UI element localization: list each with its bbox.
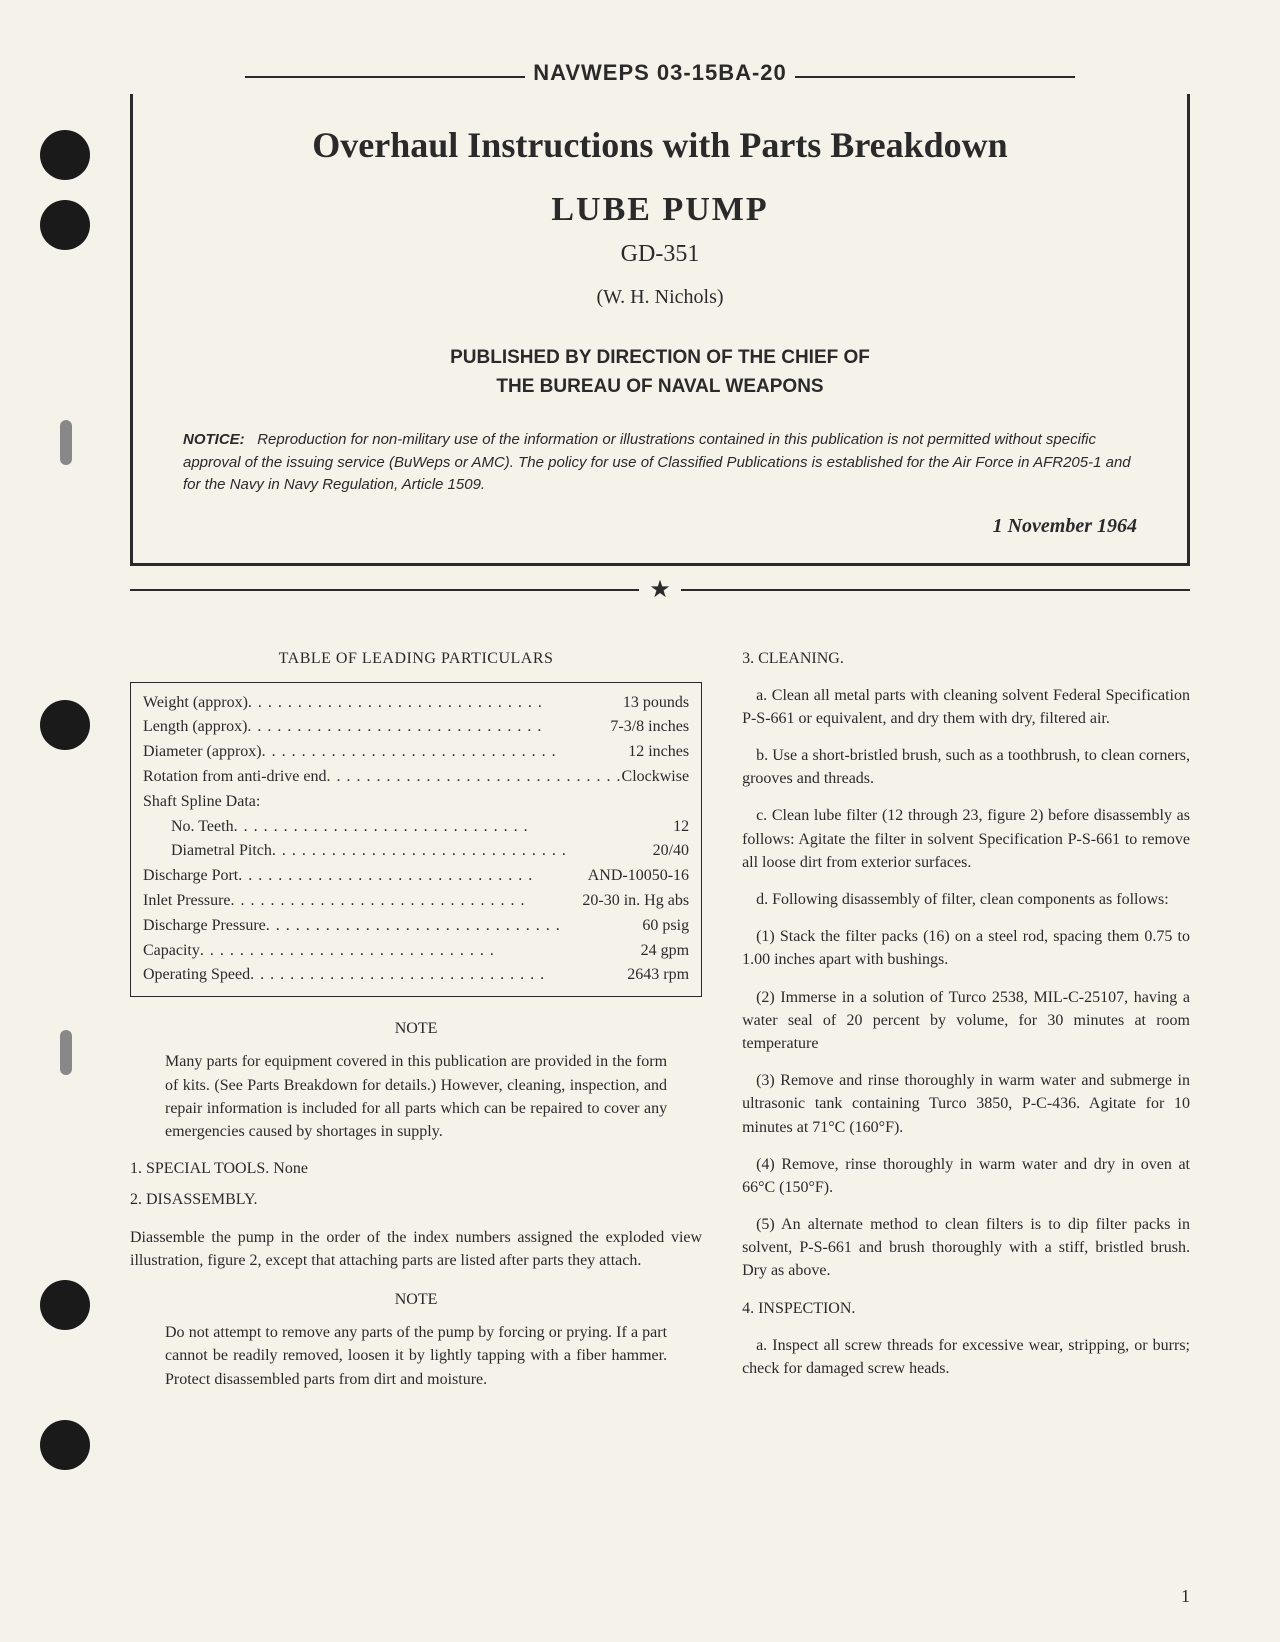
sub-title: LUBE PUMP	[183, 191, 1137, 229]
particular-value: 13 pounds	[623, 691, 689, 716]
particular-row: Shaft Spline Data:	[143, 790, 689, 815]
model-number: GD-351	[183, 241, 1137, 268]
particular-value: 20-30 in. Hg abs	[582, 889, 689, 914]
particular-row: Weight (approx) . . . . . . . . . . . . …	[143, 691, 689, 716]
particular-value: 7-3/8 inches	[610, 715, 689, 740]
particular-row: Operating Speed . . . . . . . . . . . . …	[143, 963, 689, 988]
particular-label: Operating Speed	[143, 963, 250, 988]
particular-row: Discharge Pressure . . . . . . . . . . .…	[143, 914, 689, 939]
leader-dots: . . . . . . . . . . . . . . . . . . . . …	[250, 963, 627, 988]
particular-label: Weight (approx)	[143, 691, 248, 716]
leader-dots: . . . . . . . . . . . . . . . . . . . . …	[231, 889, 583, 914]
particular-label: Diametral Pitch	[171, 839, 272, 864]
leader-dots: . . . . . . . . . . . . . . . . . . . . …	[234, 815, 673, 840]
particular-value: 20/40	[653, 839, 689, 864]
punch-hole	[40, 1420, 90, 1470]
note-heading: NOTE	[130, 1288, 702, 1311]
para-3c: c. Clean lube filter (12 through 23, fig…	[742, 804, 1190, 874]
para-3d1: (1) Stack the filter packs (16) on a ste…	[742, 925, 1190, 971]
particular-label: Capacity	[143, 939, 200, 964]
particular-label: Inlet Pressure	[143, 889, 231, 914]
particular-row: Diametral Pitch . . . . . . . . . . . . …	[143, 839, 689, 864]
section-3: 3. CLEANING.	[742, 647, 1190, 670]
para-3a: a. Clean all metal parts with cleaning s…	[742, 684, 1190, 730]
particular-row: Discharge Port . . . . . . . . . . . . .…	[143, 864, 689, 889]
particular-value: 12	[673, 815, 689, 840]
particular-row: Rotation from anti-drive end . . . . . .…	[143, 765, 689, 790]
particular-value: AND-10050-16	[588, 864, 689, 889]
leader-dots: . . . . . . . . . . . . . . . . . . . . …	[238, 864, 587, 889]
para-4a: a. Inspect all screw threads for excessi…	[742, 1334, 1190, 1380]
particular-row: Length (approx) . . . . . . . . . . . . …	[143, 715, 689, 740]
particular-row: No. Teeth . . . . . . . . . . . . . . . …	[143, 815, 689, 840]
leader-dots: . . . . . . . . . . . . . . . . . . . . …	[266, 914, 643, 939]
leader-dots: . . . . . . . . . . . . . . . . . . . . …	[248, 691, 623, 716]
disassembly-paragraph: Diassemble the pump in the order of the …	[130, 1226, 702, 1272]
particular-value: 2643 rpm	[627, 963, 689, 988]
date-row: 1 November 1964	[183, 515, 1137, 538]
content-columns: TABLE OF LEADING PARTICULARS Weight (app…	[130, 647, 1190, 1391]
leader-dots: . . . . . . . . . . . . . . . . . . . . …	[327, 765, 622, 790]
author: (W. H. Nichols)	[183, 286, 1137, 309]
publication-date: 1 November 1964	[978, 515, 1137, 538]
para-3d3: (3) Remove and rinse thoroughly in warm …	[742, 1069, 1190, 1139]
title-block: Overhaul Instructions with Parts Breakdo…	[130, 94, 1190, 566]
particular-label: Discharge Port	[143, 864, 238, 889]
notice-text: Reproduction for non-military use of the…	[183, 431, 1131, 493]
particular-row: Diameter (approx) . . . . . . . . . . . …	[143, 740, 689, 765]
notice: NOTICE: Reproduction for non-military us…	[183, 429, 1137, 497]
para-3d4: (4) Remove, rinse thoroughly in warm wat…	[742, 1153, 1190, 1199]
star-divider: ★	[130, 578, 1190, 602]
binding-mark	[60, 1030, 72, 1075]
punch-hole	[40, 200, 90, 250]
punch-hole	[40, 1280, 90, 1330]
para-3d: d. Following disassembly of filter, clea…	[742, 888, 1190, 911]
document-header: NAVWEPS 03-15BA-20	[130, 60, 1190, 94]
particular-label: No. Teeth	[171, 815, 234, 840]
note-body: Many parts for equipment covered in this…	[130, 1050, 702, 1143]
page-number: 1	[1181, 1586, 1190, 1607]
right-column: 3. CLEANING. a. Clean all metal parts wi…	[742, 647, 1190, 1391]
particular-label: Length (approx)	[143, 715, 247, 740]
particulars-title: TABLE OF LEADING PARTICULARS	[130, 647, 702, 670]
particular-value: 60 psig	[642, 914, 689, 939]
binding-mark	[60, 420, 72, 465]
particular-row: Capacity . . . . . . . . . . . . . . . .…	[143, 939, 689, 964]
para-3d5: (5) An alternate method to clean filters…	[742, 1213, 1190, 1283]
particular-value: 12 inches	[628, 740, 689, 765]
particular-value: 24 gpm	[641, 939, 689, 964]
section-1: 1. SPECIAL TOOLS. None	[130, 1157, 702, 1180]
section-2: 2. DISASSEMBLY.	[130, 1188, 702, 1211]
punch-hole	[40, 700, 90, 750]
note-heading: NOTE	[130, 1017, 702, 1040]
star-icon: ★	[639, 578, 681, 602]
particular-label: Discharge Pressure	[143, 914, 266, 939]
particular-label: Diameter (approx)	[143, 740, 262, 765]
particular-label: Shaft Spline Data:	[143, 790, 260, 815]
publisher-line2: THE BUREAU OF NAVAL WEAPONS	[496, 376, 823, 397]
para-3b: b. Use a short-bristled brush, such as a…	[742, 744, 1190, 790]
document-id: NAVWEPS 03-15BA-20	[533, 60, 787, 86]
left-column: TABLE OF LEADING PARTICULARS Weight (app…	[130, 647, 702, 1391]
section-4: 4. INSPECTION.	[742, 1297, 1190, 1320]
publisher: PUBLISHED BY DIRECTION OF THE CHIEF OF T…	[183, 344, 1137, 401]
particular-label: Rotation from anti-drive end	[143, 765, 327, 790]
notice-label: NOTICE:	[183, 431, 245, 448]
leader-dots: . . . . . . . . . . . . . . . . . . . . …	[272, 839, 653, 864]
para-3d2: (2) Immerse in a solution of Turco 2538,…	[742, 986, 1190, 1056]
punch-hole	[40, 130, 90, 180]
leader-dots: . . . . . . . . . . . . . . . . . . . . …	[247, 715, 610, 740]
particulars-table: Weight (approx) . . . . . . . . . . . . …	[130, 682, 702, 998]
leader-dots: . . . . . . . . . . . . . . . . . . . . …	[200, 939, 641, 964]
particular-row: Inlet Pressure . . . . . . . . . . . . .…	[143, 889, 689, 914]
publisher-line1: PUBLISHED BY DIRECTION OF THE CHIEF OF	[450, 347, 870, 368]
note-body: Do not attempt to remove any parts of th…	[130, 1321, 702, 1391]
main-title: Overhaul Instructions with Parts Breakdo…	[183, 124, 1137, 166]
leader-dots: . . . . . . . . . . . . . . . . . . . . …	[262, 740, 629, 765]
particular-value: Clockwise	[622, 765, 690, 790]
